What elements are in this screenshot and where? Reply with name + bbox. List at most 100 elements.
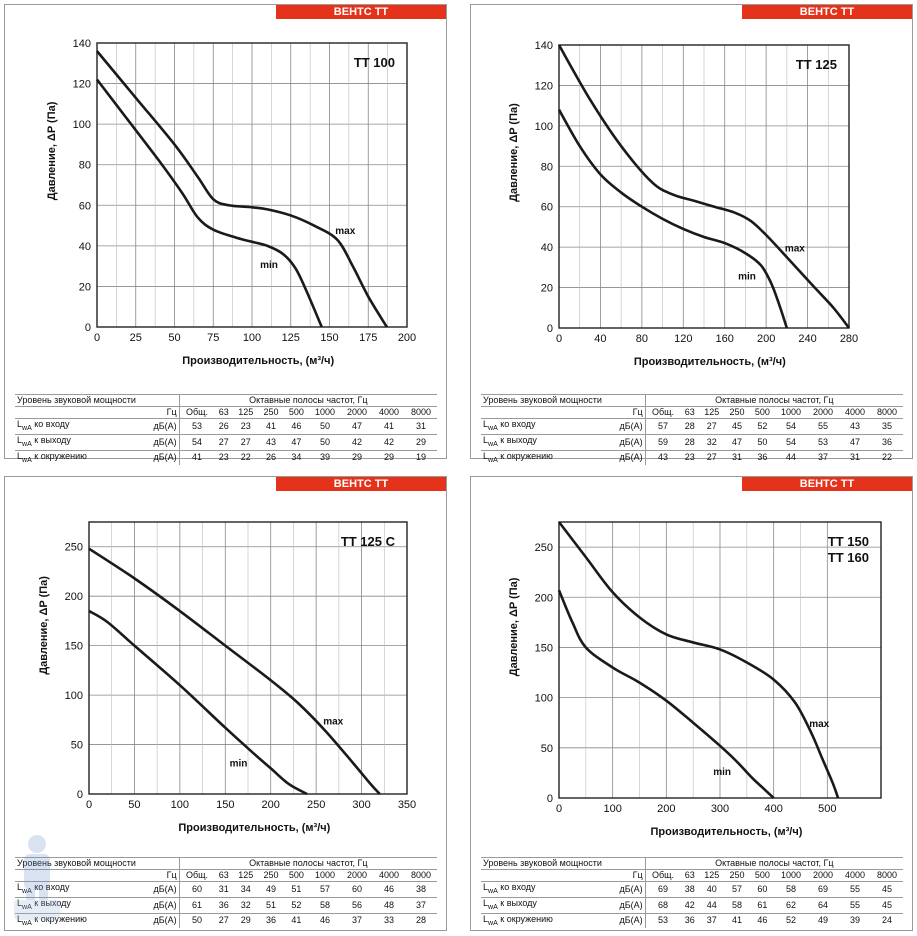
table-cell: 55 xyxy=(838,896,871,914)
y-tick-label: 200 xyxy=(535,592,553,604)
table-cell: 52 xyxy=(283,896,310,914)
x-tick-label: 0 xyxy=(556,803,562,815)
x-tick-label: 175 xyxy=(359,332,377,344)
table-cell: 49 xyxy=(807,912,839,929)
table-cell: 47 xyxy=(283,433,310,451)
series-label-max: max xyxy=(335,226,355,237)
column-header: Общ. xyxy=(179,869,215,882)
x-tick-label: 25 xyxy=(130,332,142,344)
column-header: 4000 xyxy=(372,406,405,419)
row-unit: дБ(А) xyxy=(134,896,180,914)
column-header: 500 xyxy=(283,869,310,882)
series-line-min xyxy=(95,78,323,328)
table-cell: 55 xyxy=(838,881,871,898)
row-unit: дБ(А) xyxy=(600,418,646,435)
row-unit: дБ(А) xyxy=(134,418,180,435)
row-label: LwA к выходу xyxy=(15,433,135,451)
table-cell: 51 xyxy=(258,896,284,914)
brand-badge: ВЕНТС ТТ xyxy=(276,5,446,19)
table-cell: 61 xyxy=(749,896,776,914)
table-cell: 42 xyxy=(341,433,373,451)
y-tick-label: 20 xyxy=(79,281,91,293)
y-axis-label: Давление, ΔP (Па) xyxy=(508,577,520,676)
x-tick-label: 200 xyxy=(657,803,675,815)
table-row: LwA ко входу дБ(А) 53 26 23 41 46 50 47 41 31 xyxy=(15,418,437,435)
column-header: 500 xyxy=(749,406,776,419)
chart-title: ТТ 125 xyxy=(796,57,837,72)
table-cell: 43 xyxy=(838,418,871,435)
y-tick-label: 100 xyxy=(65,690,83,702)
x-tick-label: 0 xyxy=(94,332,100,344)
table-row: LwA к выходу дБ(А) 54 27 27 43 47 50 42 42 29 xyxy=(15,433,437,451)
y-tick-label: 0 xyxy=(85,322,91,334)
sound-power-header: Уровень звуковой мощности xyxy=(481,394,646,407)
x-tick-label: 200 xyxy=(262,799,280,811)
table-cell: 35 xyxy=(870,418,903,435)
row-unit: дБ(А) xyxy=(600,881,646,898)
table-cell: 31 xyxy=(404,418,437,435)
table-cell: 53 xyxy=(807,433,839,451)
table-cell: 60 xyxy=(179,881,215,898)
table-cell: 22 xyxy=(870,449,903,466)
table-columns-row: Гц Общ. 63 125 250 500 1000 2000 4000 8000 xyxy=(15,406,437,419)
y-tick-label: 0 xyxy=(547,793,553,805)
sound-table: Уровень звуковой мощности Октавные полосы… xyxy=(481,394,903,466)
table-cell: 31 xyxy=(838,449,871,466)
column-header: 1000 xyxy=(309,406,341,419)
table-cell: 69 xyxy=(645,881,681,898)
row-label: LwA к окружению xyxy=(15,912,135,929)
row-unit: дБ(А) xyxy=(134,912,180,929)
table-cell: 27 xyxy=(699,449,725,466)
y-tick-label: 40 xyxy=(541,242,553,254)
table-cell: 60 xyxy=(749,881,776,898)
table-cell: 58 xyxy=(724,896,750,914)
table-cell: 58 xyxy=(775,881,807,898)
table-row: LwA к окружению дБ(А) 53 36 37 41 46 52 49 39 24 xyxy=(481,912,903,929)
row-label: LwA к окружению xyxy=(481,449,601,466)
y-tick-label: 40 xyxy=(79,241,91,253)
y-tick-label: 100 xyxy=(535,121,553,133)
table-cell: 27 xyxy=(214,912,234,929)
column-header: 8000 xyxy=(870,869,903,882)
row-label: LwA ко входу xyxy=(481,418,601,435)
series-line-min xyxy=(557,109,789,329)
row-label: LwA к выходу xyxy=(481,896,601,914)
sound-power-header: Уровень звуковой мощности xyxy=(15,394,180,407)
table-cell: 37 xyxy=(404,896,437,914)
table-cell: 58 xyxy=(309,896,341,914)
table-cell: 50 xyxy=(749,433,776,451)
table-cell: 69 xyxy=(807,881,839,898)
column-header: 63 xyxy=(214,869,234,882)
y-tick-label: 60 xyxy=(79,200,91,212)
column-header: 4000 xyxy=(838,406,871,419)
y-tick-label: 250 xyxy=(535,542,553,554)
table-cell: 26 xyxy=(258,449,284,466)
series-line-max xyxy=(88,547,381,795)
table-cell: 62 xyxy=(775,896,807,914)
series-label-min: min xyxy=(230,758,248,769)
y-axis-label: Давление, ΔP (Па) xyxy=(508,103,520,202)
column-header: 63 xyxy=(680,406,700,419)
table-cell: 37 xyxy=(699,912,725,929)
table-cell: 46 xyxy=(283,418,310,435)
table-cell: 56 xyxy=(341,896,373,914)
table-cell: 29 xyxy=(372,449,405,466)
x-tick-label: 160 xyxy=(716,333,734,345)
plot-frame xyxy=(88,521,408,795)
chart-tt125: 0 40 80 120 160 200 240 280 0 20 40 60 80 100 120 140 Пр… xyxy=(508,40,858,368)
column-header: 125 xyxy=(233,869,259,882)
y-tick-label: 50 xyxy=(541,743,553,755)
row-label: LwA к выходу xyxy=(481,433,601,451)
table-cell: 60 xyxy=(341,881,373,898)
table-cell: 64 xyxy=(807,896,839,914)
row-unit: дБ(А) xyxy=(600,896,646,914)
panel-tt125c: ВЕНТС ТТ 0 50 100 150 200 250 300 350 0 50 100 150 2… xyxy=(4,476,447,931)
blank-cell xyxy=(481,869,601,882)
unit-header: Гц xyxy=(600,406,646,419)
plot-frame xyxy=(558,521,882,799)
table-cell: 34 xyxy=(233,881,259,898)
sound-power-header: Уровень звуковой мощности xyxy=(15,857,180,870)
table-row: LwA ко входу дБ(А) 69 38 40 57 60 58 69 55 45 xyxy=(481,881,903,898)
table-cell: 52 xyxy=(775,912,807,929)
y-tick-label: 150 xyxy=(535,642,553,654)
